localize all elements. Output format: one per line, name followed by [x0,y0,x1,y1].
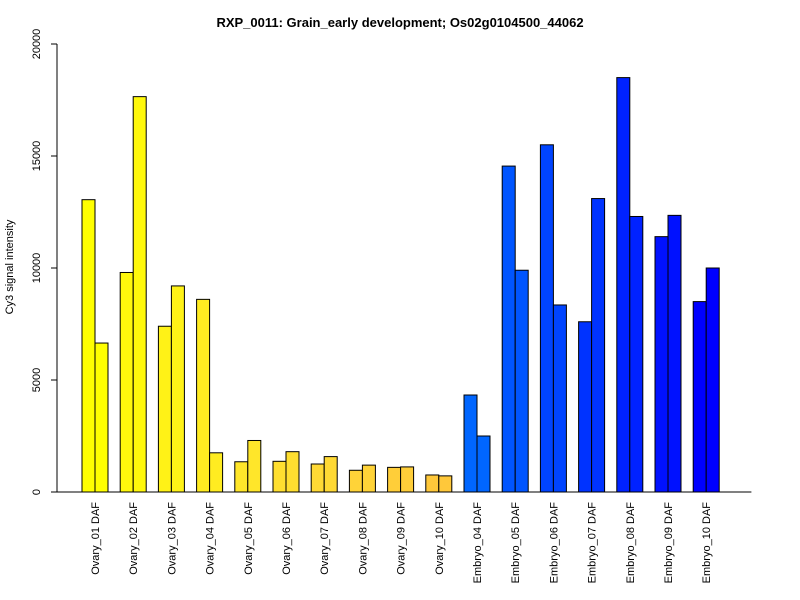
x-tick-label: Ovary_09 DAF [396,502,408,575]
chart-title: RXP_0011: Grain_early development; Os02g… [216,15,583,30]
bar [285,451,300,493]
x-tick-label: Ovary_02 DAF [128,502,140,575]
bar [578,321,593,493]
bar [438,475,453,493]
bar [323,456,338,493]
bar [348,469,363,493]
x-tick-label: Embryo_05 DAF [510,502,522,584]
x-tick-label: Ovary_07 DAF [319,502,331,575]
bar [629,215,644,493]
bar [667,214,682,493]
x-tick-label: Ovary_06 DAF [281,502,293,575]
x-tick-label: Ovary_04 DAF [205,502,217,575]
y-tick-label: 20000 [31,29,43,60]
bar [234,461,249,493]
bar [463,394,478,493]
x-tick-label: Embryo_10 DAF [701,502,713,584]
y-axis: 0 5000 10000 15000 20000 [31,29,58,495]
bar [272,460,287,493]
bar [552,304,567,493]
bar [387,466,402,493]
bar [400,466,415,493]
x-axis: Ovary_01 DAF Ovary_02 DAF Ovary_03 DAF Ovar… [57,491,752,584]
y-axis-label: Cy3 signal intensity [4,219,16,314]
y-tick-label: 5000 [31,368,43,392]
bar [132,96,147,493]
x-tick-label: Embryo_04 DAF [472,502,484,584]
bar [361,464,376,493]
bar [209,452,224,493]
bar [501,165,516,493]
bar [94,342,109,493]
y-tick-label: 10000 [31,253,43,284]
y-tick-label: 15000 [31,141,43,172]
x-tick-label: Ovary_01 DAF [90,502,102,575]
x-tick-label: Embryo_08 DAF [625,502,637,584]
x-tick-label: Embryo_09 DAF [663,502,675,584]
bar [170,285,185,493]
bar [247,439,262,493]
x-tick-label: Ovary_08 DAF [357,502,369,575]
bars-group [81,77,720,493]
x-tick-label: Embryo_07 DAF [587,502,599,584]
bar [119,271,134,493]
x-tick-label: Ovary_10 DAF [434,502,446,575]
bar [654,236,669,493]
bar [692,301,707,493]
x-tick-label: Embryo_06 DAF [548,502,560,584]
bar [539,144,554,493]
bar [476,435,491,493]
bar [514,269,529,493]
bar [425,474,440,493]
bar [157,325,172,493]
bar [196,298,211,493]
bar [705,267,720,493]
x-tick-label: Ovary_03 DAF [166,502,178,575]
bar [81,199,96,493]
bar [310,463,325,493]
y-tick-label: 0 [31,489,43,495]
bar [616,77,631,493]
x-tick-label: Ovary_05 DAF [243,502,255,575]
bar [591,198,606,493]
